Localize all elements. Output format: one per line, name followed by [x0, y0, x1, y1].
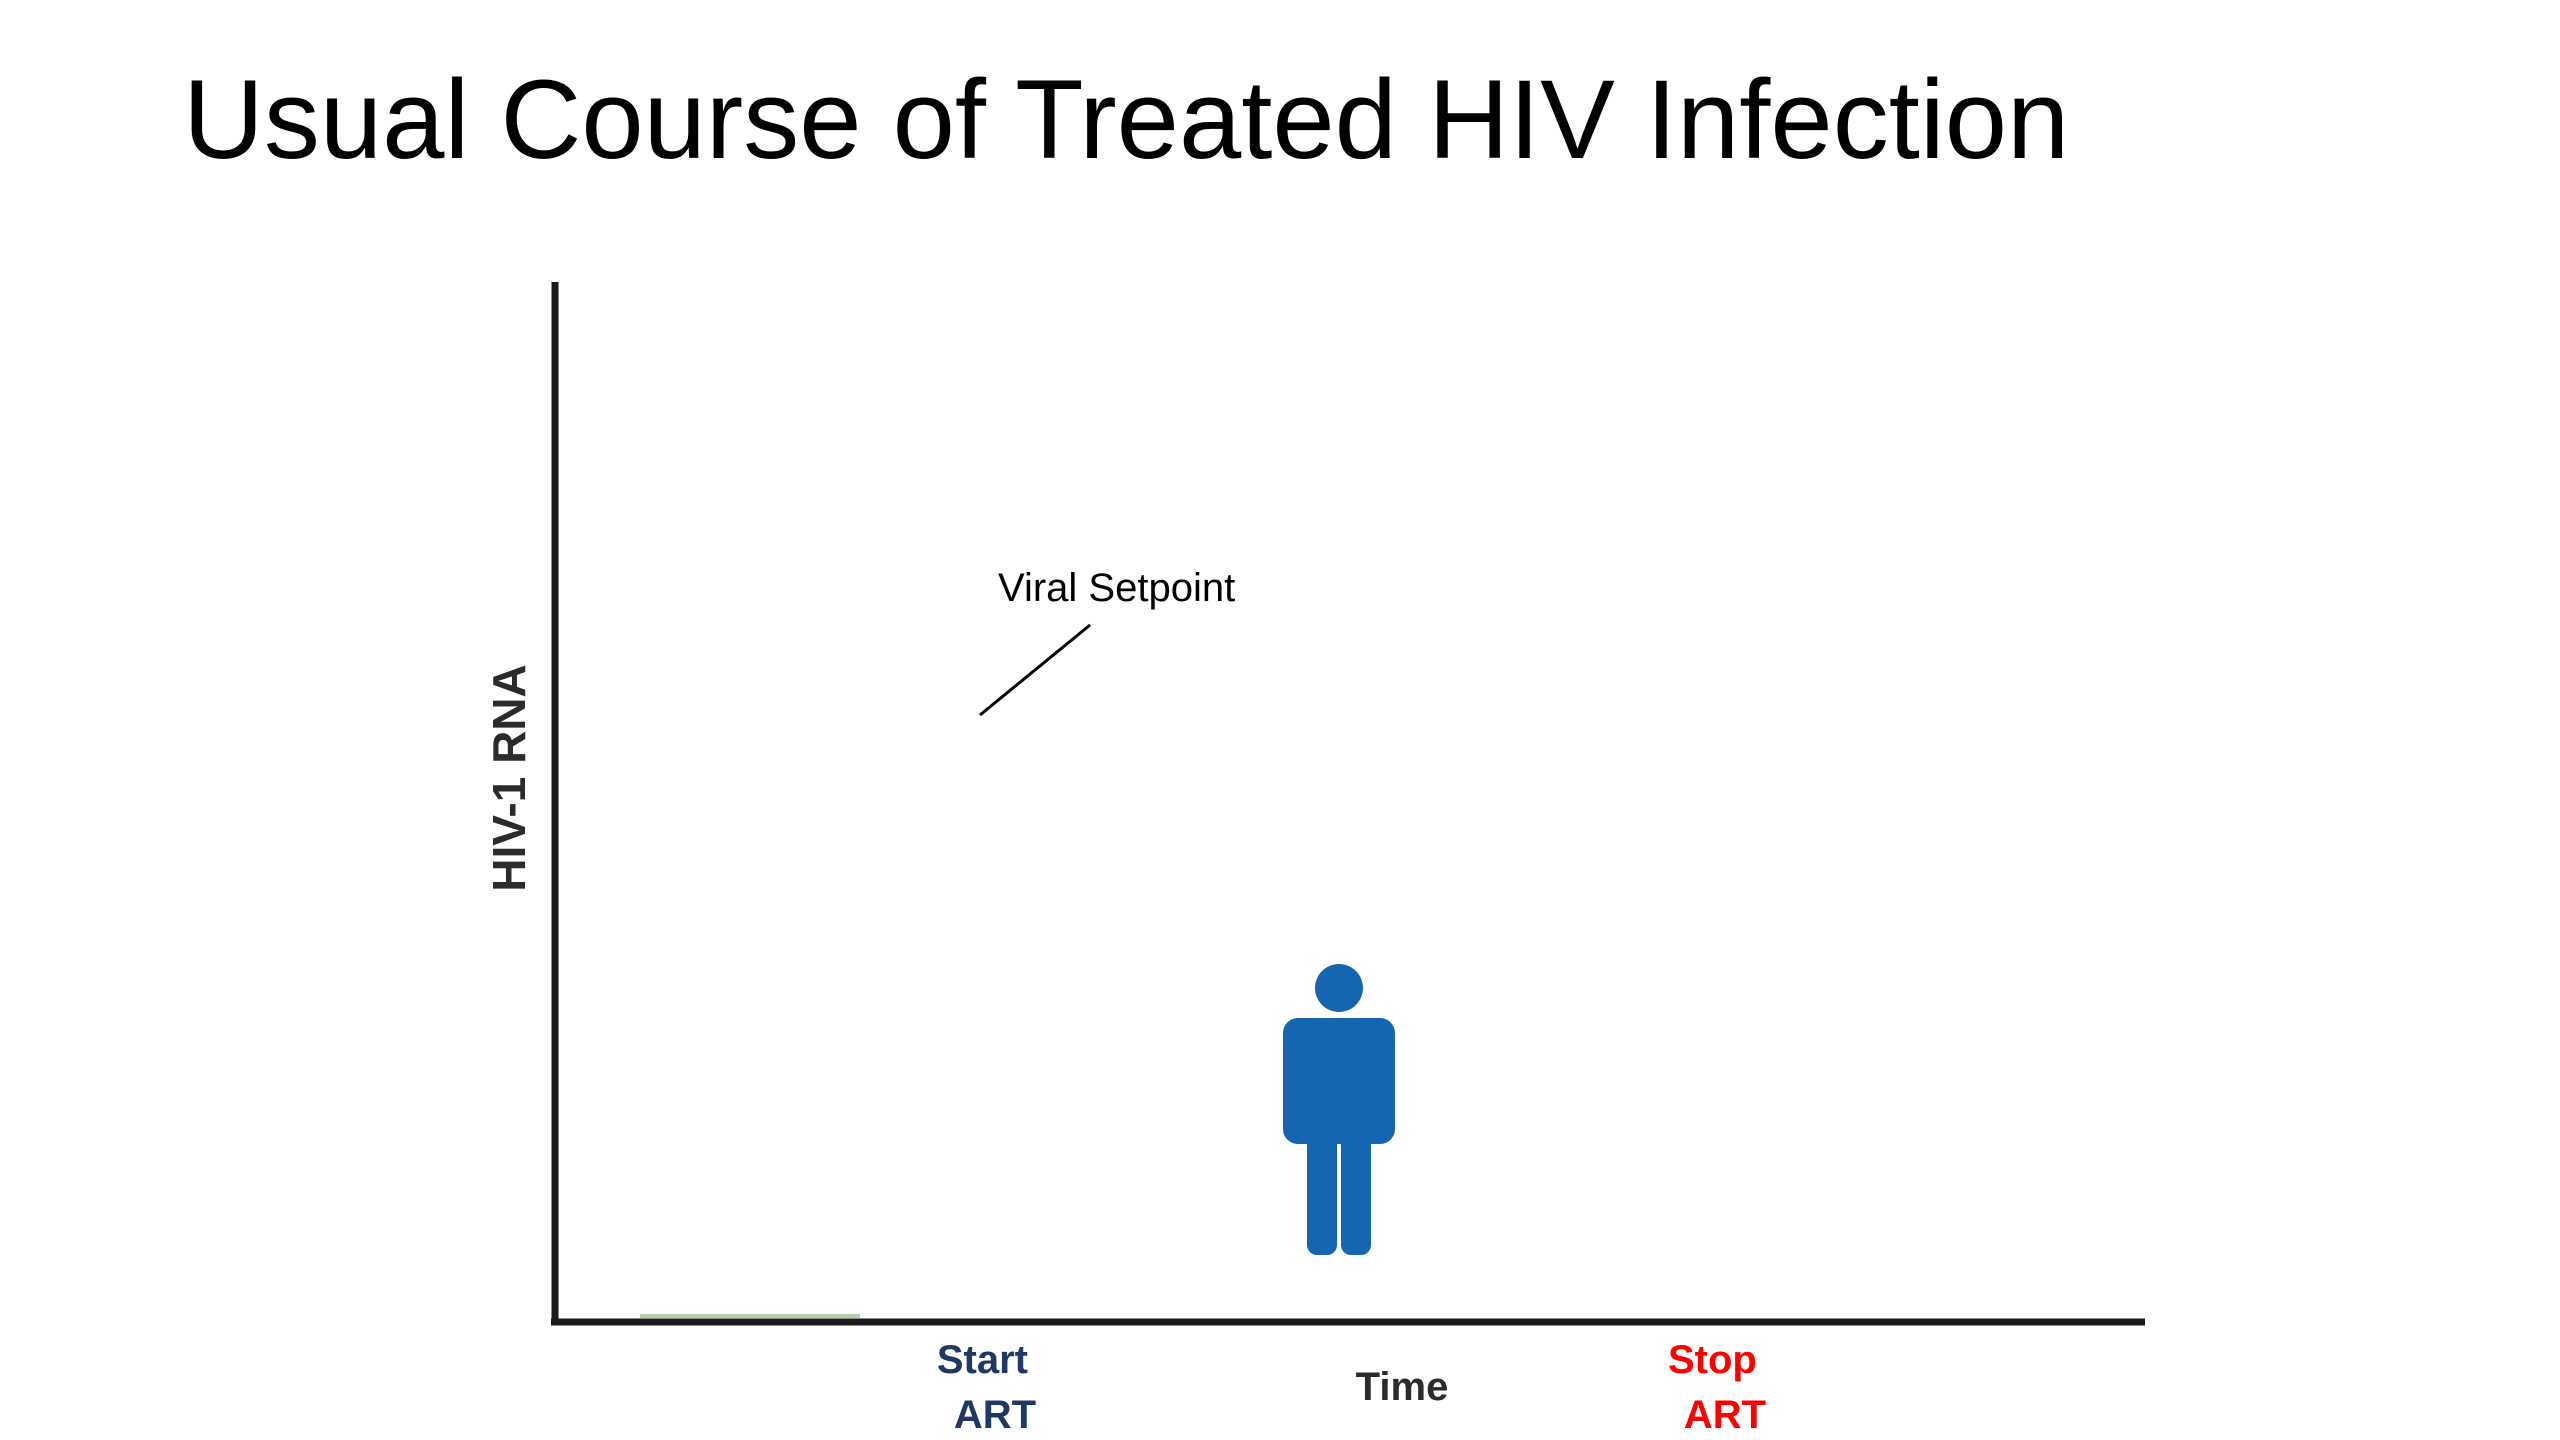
stop-art-line1: Stop — [1668, 1338, 1757, 1382]
x-axis-label: Time — [1356, 1365, 1449, 1409]
stop-art-label: Stop ART — [1668, 1338, 1768, 1437]
start-art-line2: ART — [954, 1393, 1036, 1437]
start-art-line1: Start — [937, 1338, 1028, 1382]
viral-setpoint-pointer — [979, 623, 1091, 717]
y-axis-label: HIV-1 RNA — [483, 664, 535, 891]
slide-title: Usual Course of Treated HIV Infection — [183, 57, 2070, 182]
start-art-label: Start ART — [937, 1338, 1039, 1437]
person-icon — [1283, 964, 1395, 1255]
stop-art-line2: ART — [1684, 1393, 1766, 1437]
viral-setpoint-label: Viral Setpoint — [998, 566, 1235, 610]
